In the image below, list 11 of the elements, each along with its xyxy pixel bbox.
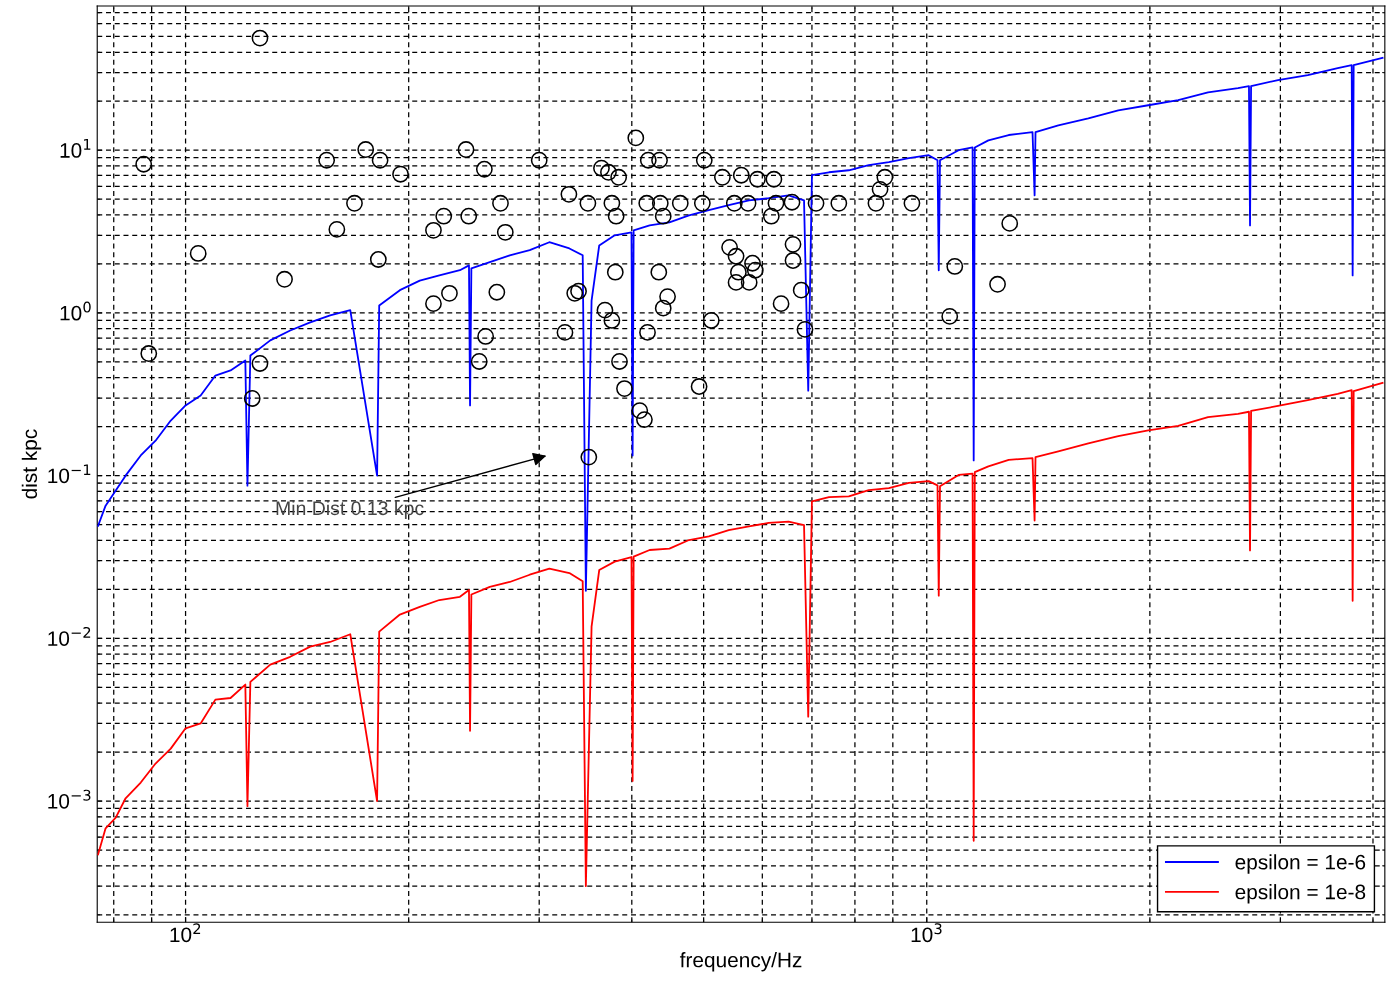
y-tick-label: 10$^{1}$ (60, 139, 91, 158)
legend-label: epsilon = 1e-8 (1235, 884, 1366, 904)
y-tick-label: 10$^{0}$ (60, 301, 91, 321)
x-tick-label: 10$^{2}$ (170, 923, 201, 943)
x-axis-title: frequency/Hz (679, 952, 802, 972)
y-tick-label: 10$^{−2}$ (48, 626, 91, 646)
x-tick-label: 10$^{3}$ (911, 923, 942, 943)
y-axis-title: dist kpc (21, 429, 42, 499)
y-tick-label: 10$^{−3}$ (48, 789, 91, 809)
legend-label: epsilon = 1e-6 (1235, 854, 1366, 874)
y-tick-label: 10$^{−1}$ (48, 464, 91, 484)
